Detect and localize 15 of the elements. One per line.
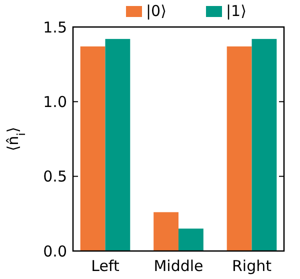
bar — [178, 228, 204, 251]
x-tick-label: Middle — [154, 257, 204, 275]
y-tick-label: 1.5 — [43, 18, 67, 36]
y-tick-label: 0.5 — [43, 168, 67, 186]
bar — [105, 38, 130, 251]
y-tick-label: 0.0 — [43, 242, 67, 260]
bar — [252, 38, 277, 251]
x-tick-label: Left — [91, 257, 120, 275]
bar — [226, 46, 252, 251]
x-tick-label: Right — [232, 257, 272, 275]
bar — [154, 212, 178, 251]
y-tick-label: 1.0 — [43, 92, 67, 111]
bar — [80, 46, 106, 251]
legend-label: |0⟩ — [146, 2, 166, 20]
legend-label: |1⟩ — [226, 2, 246, 20]
